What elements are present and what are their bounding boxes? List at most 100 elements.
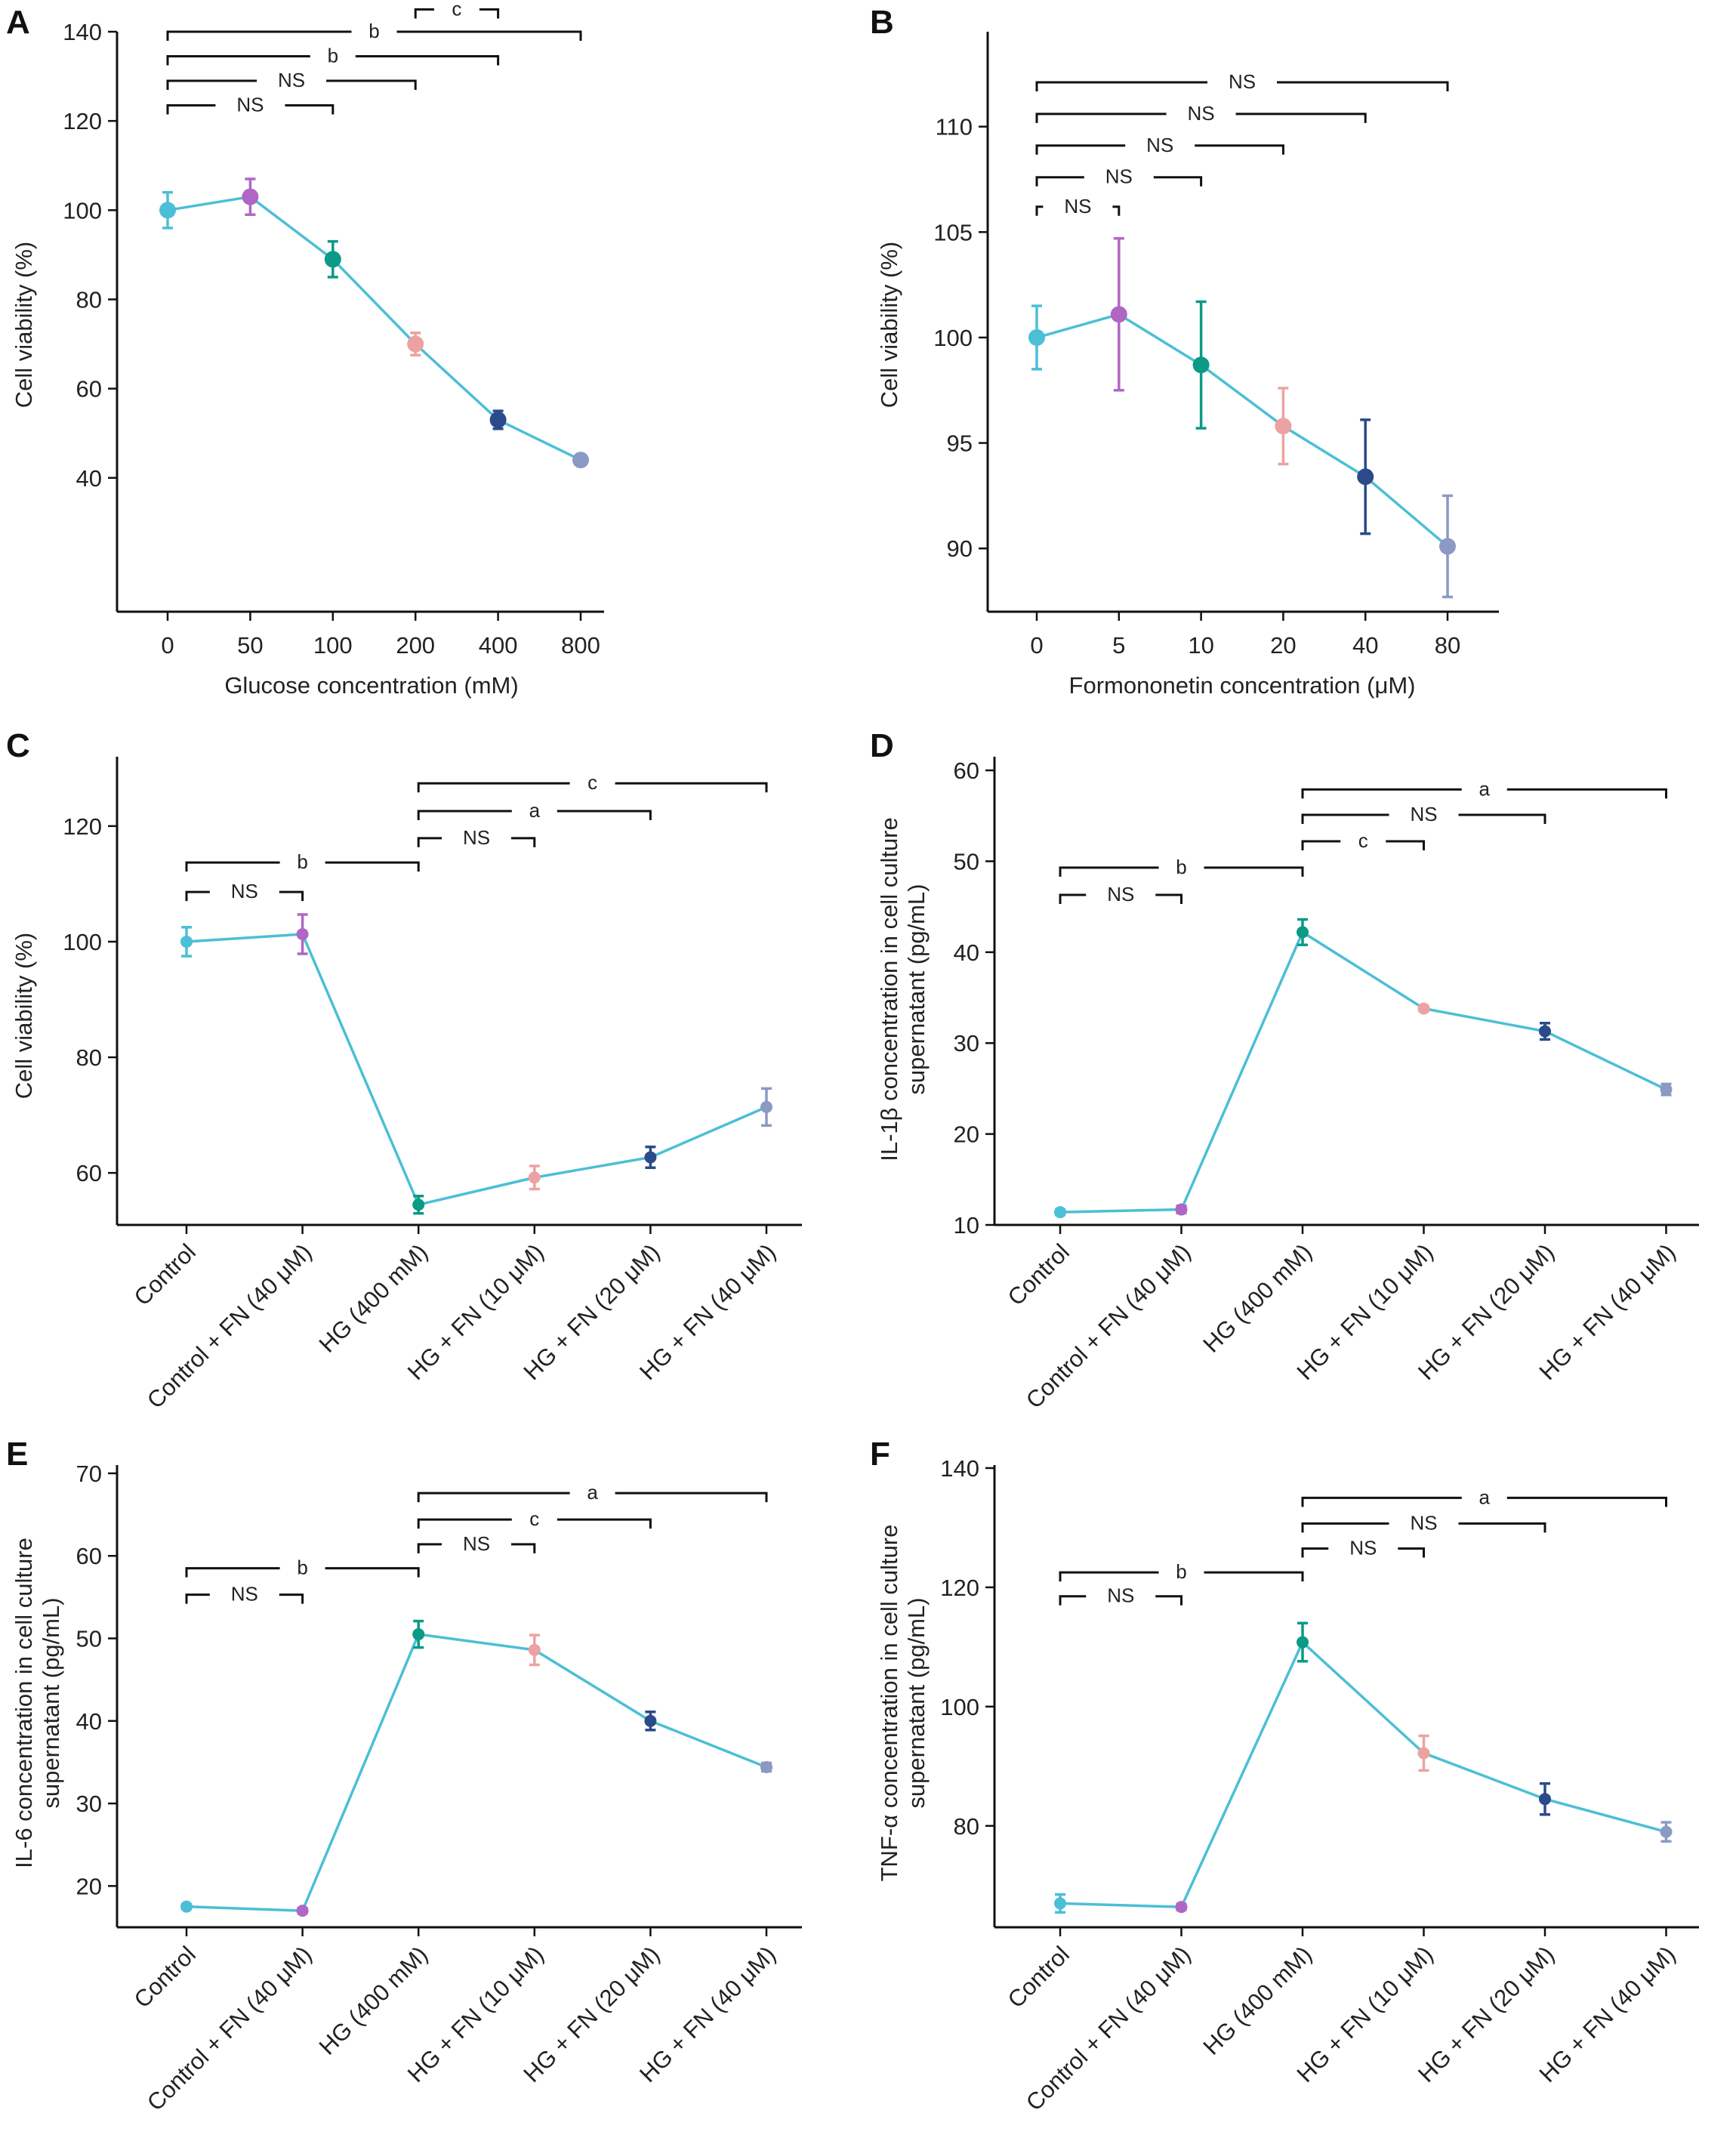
x-tick-label: 200 xyxy=(396,632,435,659)
y-axis-title-line: supernatant (pg/mL) xyxy=(903,1597,930,1808)
data-point xyxy=(1660,1825,1673,1838)
y-tick-label: 90 xyxy=(947,535,973,562)
bracket-line-right xyxy=(1235,113,1367,123)
x-axis-title: Formononetin concentration (μM) xyxy=(1069,672,1416,699)
x-tick-label: 100 xyxy=(313,632,353,659)
bracket-line-right xyxy=(1155,893,1183,904)
significance-bracket: NS xyxy=(1301,1511,1546,1534)
significance-label: c xyxy=(529,1507,539,1530)
data-point xyxy=(760,1100,772,1113)
data-point xyxy=(159,202,176,219)
y-axis-title-line: supernatant (pg/mL) xyxy=(903,884,930,1094)
significance-label: b xyxy=(297,850,307,873)
significance-bracket: a xyxy=(1301,777,1667,800)
data-point xyxy=(528,1171,541,1184)
y-axis-title-line: IL-6 concentration in cell culture xyxy=(11,1538,37,1868)
significance-label: NS xyxy=(1064,195,1091,217)
significance-label: b xyxy=(368,20,379,42)
significance-label: b xyxy=(328,44,338,66)
y-axis-title-line: supernatant (pg/mL) xyxy=(38,1597,64,1808)
bracket-line-right xyxy=(557,810,652,820)
bracket-line-left xyxy=(417,1518,512,1529)
bracket-line-right xyxy=(1458,1522,1546,1533)
bracket-line-left xyxy=(1301,1547,1329,1558)
bracket-line-right xyxy=(479,8,500,19)
bracket-line-left xyxy=(1035,176,1084,187)
bracket-line-right xyxy=(1386,840,1425,850)
x-tick-label: HG (400 mM) xyxy=(1198,1941,1317,2060)
bracket-line-right xyxy=(1398,1547,1425,1558)
data-point xyxy=(1192,356,1210,374)
bracket-line-right xyxy=(396,30,582,41)
significance-label: NS xyxy=(1105,165,1133,188)
bracket-line-left xyxy=(417,837,442,847)
significance-bracket: c xyxy=(414,0,500,20)
y-tick-label: 60 xyxy=(76,376,102,403)
bracket-line-right xyxy=(1506,788,1667,799)
significance-bracket: NS xyxy=(417,826,536,849)
data-point xyxy=(1028,329,1045,346)
y-tick-label: 60 xyxy=(954,757,979,784)
significance-bracket: NS xyxy=(1035,102,1367,125)
bracket-line-left xyxy=(1059,1595,1087,1606)
x-tick-label: 80 xyxy=(1435,632,1460,659)
series-line xyxy=(1059,1640,1667,1908)
significance-label: NS xyxy=(1146,134,1173,156)
data-point xyxy=(1110,306,1127,323)
significance-label: NS xyxy=(1229,70,1256,93)
x-tick-label: Control xyxy=(129,1239,201,1310)
significance-label: NS xyxy=(231,880,258,902)
significance-label: NS xyxy=(278,69,305,91)
significance-label: NS xyxy=(1107,883,1134,905)
series-line xyxy=(167,195,581,461)
bracket-line-left xyxy=(185,861,280,872)
significance-label: a xyxy=(587,1481,598,1504)
y-tick-label: 40 xyxy=(76,465,102,492)
y-tick-label: 140 xyxy=(63,19,102,45)
significance-bracket: b xyxy=(166,44,500,66)
x-tick-label: 40 xyxy=(1352,632,1378,659)
significance-bracket: NS xyxy=(1035,165,1203,188)
bracket-line-right xyxy=(615,1492,768,1503)
significance-bracket: b xyxy=(185,1556,420,1579)
significance-label: NS xyxy=(463,1532,490,1555)
bracket-line-right xyxy=(279,890,304,902)
y-axis-title-line: IL-1β concentration in cell culture xyxy=(876,817,902,1161)
y-tick-label: 60 xyxy=(76,1543,102,1569)
y-axis-title: TNF-α concentration in cell culturesuper… xyxy=(876,1525,930,1882)
bracket-line-left xyxy=(417,810,512,820)
significance-bracket: NS xyxy=(1035,70,1449,93)
significance-bracket: b xyxy=(1059,1560,1304,1583)
bracket-line-left xyxy=(1035,113,1167,123)
panel-letter: D xyxy=(870,727,894,764)
data-point xyxy=(1539,1025,1551,1038)
x-tick-label: 5 xyxy=(1112,632,1125,659)
data-point xyxy=(412,1628,425,1641)
panel-letter: F xyxy=(870,1436,890,1473)
bracket-line-right xyxy=(1155,1595,1183,1606)
bracket-line-left xyxy=(1059,866,1159,877)
significance-label: NS xyxy=(1188,102,1215,125)
data-point xyxy=(1439,538,1456,555)
significance-bracket: b xyxy=(1059,856,1304,878)
panel-a: A 40 60 80 100 120 140 0 50 100 200 400 800 Glucose c… xyxy=(6,0,604,699)
bracket-line-right xyxy=(1112,205,1121,216)
bracket-line-left xyxy=(1059,1571,1159,1582)
x-tick-label: HG (400 mM) xyxy=(314,1239,433,1358)
y-tick-label: 80 xyxy=(76,286,102,313)
panel-letter: A xyxy=(6,4,30,41)
bracket-line-left xyxy=(185,1567,280,1578)
data-point xyxy=(1539,1793,1551,1806)
bracket-line-left xyxy=(417,782,570,793)
panel-letter: B xyxy=(870,4,894,41)
data-point xyxy=(407,335,424,353)
data-point xyxy=(1417,1002,1430,1015)
significance-label: NS xyxy=(1410,1511,1437,1534)
bracket-line-left xyxy=(166,103,216,115)
x-tick-label: 20 xyxy=(1270,632,1296,659)
data-point xyxy=(644,1714,657,1727)
bracket-line-left xyxy=(1059,893,1087,904)
